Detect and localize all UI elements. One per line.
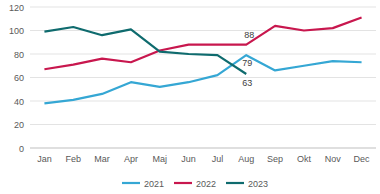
legend-label: 2021 [144, 179, 164, 189]
legend-label: 2022 [196, 179, 216, 189]
y-tick-label: 120 [9, 3, 24, 13]
y-tick-label: 60 [14, 73, 24, 83]
x-tick-label: Nov [325, 154, 342, 164]
annotation: 63 [242, 78, 252, 88]
grid-line [30, 7, 376, 8]
chart-container: 0 20 40 60 80 100 120 Jan Feb Mar Apr Maj Jun Jul Aug S… [0, 0, 380, 194]
y-tick-label: 20 [14, 120, 24, 130]
chart: 0 20 40 60 80 100 120 Jan Feb Mar Apr Maj Jun Jul Aug S… [0, 0, 380, 194]
x-tick-label: Dec [354, 154, 371, 164]
x-tick-label: Maj [152, 154, 167, 164]
grid-line [30, 101, 376, 102]
annotation: 88 [244, 30, 254, 40]
y-tick-label: 0 [19, 144, 24, 154]
x-tick-label: Jun [181, 154, 196, 164]
series-line [44, 55, 361, 103]
annotation: 79 [242, 58, 252, 68]
x-tick-label: Sep [267, 154, 283, 164]
y-tick-label: 100 [9, 26, 24, 36]
x-tick-label: Apr [124, 154, 138, 164]
x-tick-label: Feb [65, 154, 81, 164]
legend-swatch [174, 182, 192, 184]
x-tick-label: Mar [94, 154, 110, 164]
x-tick-label: Okt [297, 154, 312, 164]
x-tick-label: Jan [37, 154, 52, 164]
legend-swatch [226, 182, 244, 184]
grid-line [30, 124, 376, 125]
y-tick-label: 80 [14, 50, 24, 60]
x-tick-label: Jul [212, 154, 224, 164]
plot-area [44, 18, 361, 104]
legend: 2021 2022 2023 [122, 179, 268, 189]
series-line [44, 27, 246, 74]
series-line [44, 18, 361, 70]
legend-swatch [122, 182, 140, 184]
grid-line [30, 148, 376, 149]
y-tick-label: 40 [14, 97, 24, 107]
legend-label: 2023 [248, 179, 268, 189]
x-tick-label: Aug [238, 154, 254, 164]
